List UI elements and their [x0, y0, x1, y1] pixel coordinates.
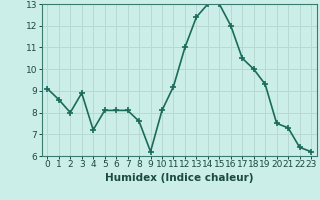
- X-axis label: Humidex (Indice chaleur): Humidex (Indice chaleur): [105, 173, 253, 183]
